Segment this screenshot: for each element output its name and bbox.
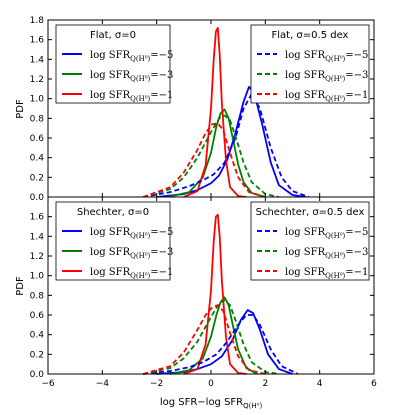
y-tick-label: 1.8	[30, 16, 45, 26]
x-tick-label: −4	[96, 379, 110, 389]
legend-box	[250, 24, 370, 104]
legend-schechter-sigma05: Schechter, σ=0.5 dex log SFRQ(H⁰)=−5 log…	[250, 201, 370, 281]
x-axis-label: log SFR−log SFRQ(H⁰)	[160, 397, 263, 410]
legend-entry-label: log SFRQ(H⁰)=−3	[90, 247, 173, 260]
series-line	[142, 92, 310, 198]
y-tick-label: 0.4	[30, 154, 45, 164]
series-line	[183, 26, 247, 198]
y-tick-label: 0.0	[30, 193, 45, 203]
legend-shechter-sigma0: Shechter, σ=0 log SFRQ(H⁰)=−5 log SFRQ(H…	[55, 201, 173, 281]
series-line	[183, 213, 247, 375]
x-tick-label: 0	[208, 379, 214, 389]
panel-flat: 0.0 0.2 0.4 0.6 0.8 1.0 1.2 1.4 1.6 1.8 PDF Flat,…	[15, 16, 375, 203]
legend-title: Flat, σ=0	[90, 30, 136, 41]
series-line	[156, 85, 307, 198]
y-tick-label: 0.2	[30, 173, 44, 183]
y-ticks: 0.0 0.2 0.4 0.6 0.8 1.0 1.2 1.4 1.6	[30, 213, 374, 380]
legend-title: Flat, σ=0.5 dex	[272, 30, 349, 41]
legend-entry-label: log SFRQ(H⁰)=−5	[285, 227, 368, 240]
y-tick-label: 1.0	[30, 272, 45, 282]
x-tick-label: 4	[317, 379, 323, 389]
y-tick-label: 1.6	[30, 36, 45, 46]
series-line	[142, 122, 266, 198]
legend-entry-label: log SFRQ(H⁰)=−3	[285, 70, 368, 83]
y-tick-label: 0.2	[30, 350, 44, 360]
series-line	[167, 108, 266, 198]
series-layer	[142, 213, 299, 375]
y-tick-label: 1.2	[30, 252, 44, 262]
x-tick-label: −2	[150, 379, 163, 389]
panel-schechter: 0.0 0.2 0.4 0.6 0.8 1.0 1.2 1.4 1.6 −6 −4 −2 0 2 4 6 P…	[15, 196, 377, 389]
legend-title: Shechter, σ=0	[77, 207, 149, 218]
legend-entry-label: log SFRQ(H⁰)=−5	[285, 50, 368, 63]
legend-title: Schechter, σ=0.5 dex	[256, 207, 365, 218]
y-tick-label: 1.2	[30, 75, 44, 85]
x-tick-label: 2	[262, 379, 268, 389]
legend-entry-label: log SFRQ(H⁰)=−1	[90, 90, 173, 103]
y-tick-label: 0.8	[30, 114, 45, 124]
y-axis-label: PDF	[15, 99, 26, 119]
y-tick-label: 0.8	[30, 291, 45, 301]
x-tick-label: 6	[371, 379, 377, 389]
legend-flat-sigma05: Flat, σ=0.5 dex log SFRQ(H⁰)=−5 log SFRQ…	[250, 24, 370, 104]
x-ticks: −6 −4 −2 0 2 4 6	[41, 197, 377, 389]
plot-frame	[47, 196, 375, 375]
legend-entry-label: log SFRQ(H⁰)=−5	[90, 227, 173, 240]
y-tick-label: 0.6	[30, 311, 45, 321]
legend-entry-label: log SFRQ(H⁰)=−3	[285, 247, 368, 260]
legend-box	[250, 201, 370, 281]
series-line	[142, 299, 280, 375]
legend-entry-label: log SFRQ(H⁰)=−1	[90, 267, 173, 280]
legend-flat-sigma0: Flat, σ=0 log SFRQ(H⁰)=−5 log SFRQ(H⁰)=−…	[55, 24, 173, 104]
legend-entry-label: log SFRQ(H⁰)=−3	[90, 70, 173, 83]
y-tick-label: 0.4	[30, 331, 45, 341]
y-tick-label: 1.4	[30, 55, 45, 65]
series-line	[142, 304, 266, 375]
legend-box	[55, 201, 171, 281]
y-ticks: 0.0 0.2 0.4 0.6 0.8 1.0 1.2 1.4 1.6 1.8	[30, 16, 374, 203]
y-tick-label: 1.4	[30, 232, 45, 242]
legend-entry-label: log SFRQ(H⁰)=−1	[285, 267, 368, 280]
x-tick-label: −6	[41, 379, 55, 389]
legend-entry-label: log SFRQ(H⁰)=−5	[90, 50, 173, 63]
series-line	[142, 314, 299, 375]
legend-entry-label: log SFRQ(H⁰)=−1	[285, 90, 368, 103]
legend-box	[55, 24, 171, 104]
y-axis-label: PDF	[15, 276, 26, 296]
y-tick-label: 0.0	[30, 370, 45, 380]
y-tick-label: 1.6	[30, 213, 45, 223]
y-tick-label: 0.6	[30, 134, 45, 144]
series-line	[142, 114, 280, 198]
y-tick-label: 1.0	[30, 95, 45, 105]
series-layer	[142, 26, 310, 198]
